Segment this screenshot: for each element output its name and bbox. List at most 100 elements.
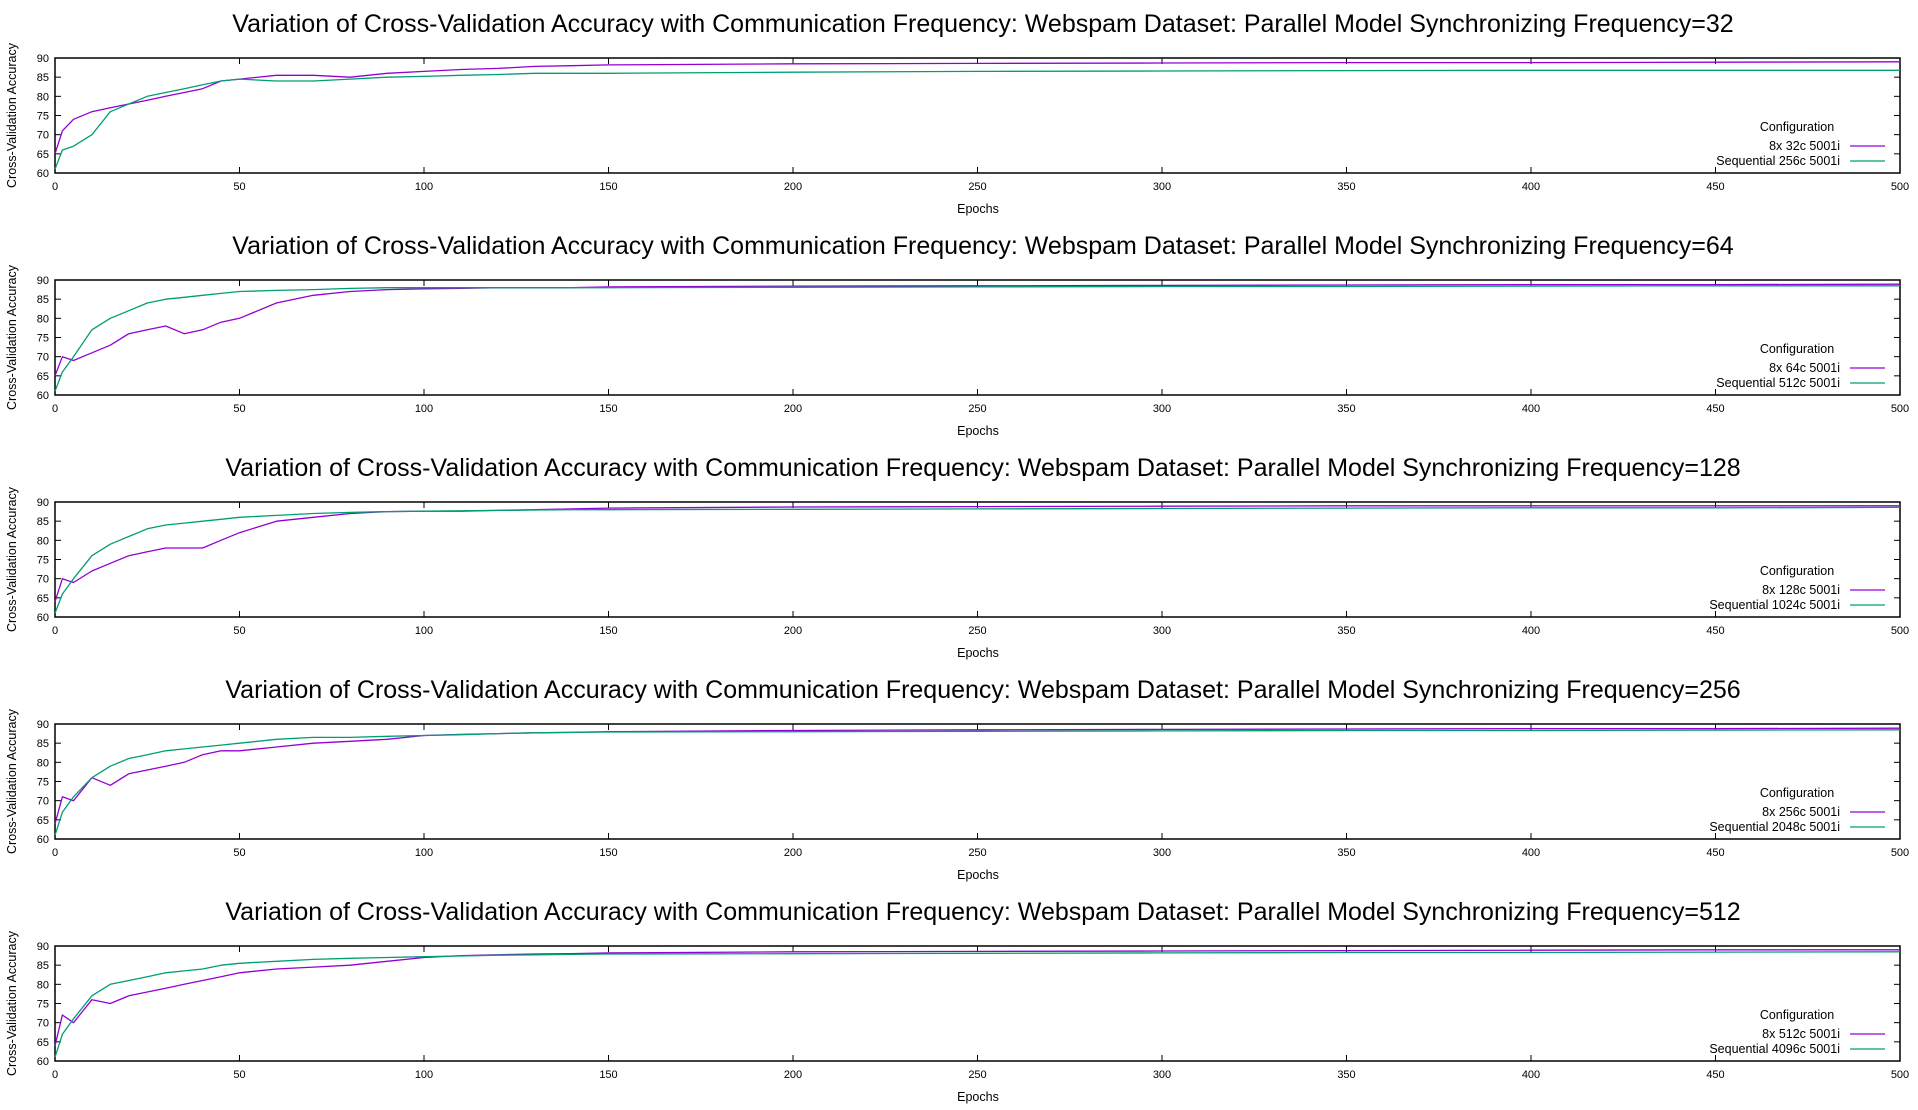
legend-entry-label: Sequential 256c 5001i: [1716, 154, 1840, 168]
x-tick-label: 150: [599, 847, 617, 859]
x-tick-label: 500: [1891, 1069, 1909, 1081]
x-tick-label: 50: [233, 403, 245, 415]
x-tick-label: 400: [1522, 625, 1540, 637]
y-tick-label: 85: [37, 516, 49, 528]
y-tick-label: 85: [37, 738, 49, 750]
y-tick-label: 75: [37, 111, 49, 123]
x-tick-label: 50: [233, 625, 245, 637]
x-axis-label: Epochs: [957, 202, 999, 216]
y-axis-label: Cross-Validation Accuracy: [5, 486, 19, 632]
y-tick-label: 80: [37, 757, 49, 769]
chart-svg: Variation of Cross-Validation Accuracy w…: [5, 10, 1909, 216]
plot-frame: [54, 945, 1901, 1062]
legend-title: Configuration: [1760, 120, 1834, 134]
x-tick-label: 350: [1337, 625, 1355, 637]
series-line-1: [54, 727, 1901, 824]
x-tick-label: 350: [1337, 1069, 1355, 1081]
y-tick-label: 60: [37, 390, 49, 402]
y-tick-label: 85: [37, 72, 49, 84]
series-line-1: [54, 61, 1901, 154]
plot-frame: [54, 501, 1901, 618]
x-tick-label: 450: [1706, 1069, 1724, 1081]
chart-panel: Variation of Cross-Validation Accuracy w…: [0, 444, 1918, 666]
series-line-1: [54, 505, 1900, 602]
y-tick-label: 90: [37, 719, 49, 731]
y-tick-label: 75: [37, 333, 49, 345]
legend-entry-label: 8x 32c 5001i: [1769, 139, 1840, 153]
x-tick-label: 500: [1891, 403, 1909, 415]
x-tick-label: 200: [784, 403, 802, 415]
x-tick-label: 0: [52, 625, 58, 637]
y-tick-label: 80: [37, 535, 49, 547]
x-tick-label: 450: [1706, 847, 1724, 859]
x-tick-label: 250: [968, 181, 986, 193]
x-tick-label: 150: [599, 625, 617, 637]
x-tick-label: 0: [52, 181, 58, 193]
legend-title: Configuration: [1760, 786, 1834, 800]
x-tick-label: 50: [233, 1069, 245, 1081]
y-tick-label: 90: [37, 275, 49, 287]
y-tick-label: 90: [37, 53, 49, 65]
y-tick-label: 70: [37, 352, 49, 364]
x-tick-label: 300: [1153, 181, 1171, 193]
y-tick-label: 85: [37, 294, 49, 306]
chart-title: Variation of Cross-Validation Accuracy w…: [232, 10, 1733, 38]
y-axis-label: Cross-Validation Accuracy: [5, 930, 19, 1076]
chart-panel: Variation of Cross-Validation Accuracy w…: [0, 222, 1918, 444]
x-tick-label: 300: [1153, 847, 1171, 859]
x-tick-label: 250: [968, 847, 986, 859]
y-tick-label: 60: [37, 612, 49, 624]
x-axis-label: Epochs: [957, 424, 999, 438]
y-tick-label: 70: [37, 1018, 49, 1030]
y-axis-label: Cross-Validation Accuracy: [5, 708, 19, 854]
x-tick-label: 400: [1522, 403, 1540, 415]
y-tick-label: 70: [37, 574, 49, 586]
legend-entry-label: Sequential 512c 5001i: [1716, 376, 1840, 390]
x-tick-label: 0: [52, 403, 58, 415]
legend-entry-label: 8x 128c 5001i: [1762, 583, 1840, 597]
y-tick-label: 80: [37, 979, 49, 991]
chart-title: Variation of Cross-Validation Accuracy w…: [225, 676, 1740, 704]
y-tick-label: 60: [37, 834, 49, 846]
x-tick-label: 300: [1153, 1069, 1171, 1081]
x-tick-label: 250: [968, 625, 986, 637]
x-tick-label: 200: [784, 1069, 802, 1081]
y-tick-label: 60: [37, 1056, 49, 1068]
x-tick-label: 300: [1153, 625, 1171, 637]
x-tick-label: 500: [1891, 847, 1909, 859]
chart-svg: Variation of Cross-Validation Accuracy w…: [5, 232, 1909, 438]
y-tick-label: 80: [37, 313, 49, 325]
y-tick-label: 60: [37, 168, 49, 180]
legend-title: Configuration: [1760, 342, 1834, 356]
y-tick-label: 65: [37, 1037, 49, 1049]
chart-panel: Variation of Cross-Validation Accuracy w…: [0, 0, 1918, 222]
legend-entry-label: 8x 64c 5001i: [1769, 361, 1840, 375]
x-tick-label: 0: [52, 1069, 58, 1081]
legend-entry-label: Sequential 2048c 5001i: [1709, 820, 1840, 834]
x-tick-label: 200: [784, 847, 802, 859]
plot-frame: [54, 57, 1901, 174]
x-tick-label: 350: [1337, 181, 1355, 193]
series-line-1: [54, 283, 1901, 377]
chart-title: Variation of Cross-Validation Accuracy w…: [225, 454, 1740, 482]
plot-frame: [54, 723, 1901, 840]
x-tick-label: 50: [233, 181, 245, 193]
x-tick-label: 150: [599, 181, 617, 193]
x-tick-label: 250: [968, 403, 986, 415]
series-line-2: [54, 951, 1901, 1058]
x-tick-label: 450: [1706, 403, 1724, 415]
y-tick-label: 65: [37, 149, 49, 161]
plot-frame: [54, 279, 1901, 396]
y-tick-label: 70: [37, 796, 49, 808]
x-tick-label: 100: [415, 847, 433, 859]
x-axis-label: Epochs: [957, 1090, 999, 1104]
x-tick-label: 50: [233, 847, 245, 859]
x-tick-label: 350: [1337, 847, 1355, 859]
chart-panel: Variation of Cross-Validation Accuracy w…: [0, 888, 1918, 1110]
x-axis-label: Epochs: [957, 646, 999, 660]
chart-panel: Variation of Cross-Validation Accuracy w…: [0, 666, 1918, 888]
y-tick-label: 65: [37, 371, 49, 383]
x-tick-label: 200: [784, 181, 802, 193]
x-tick-label: 150: [599, 1069, 617, 1081]
chart-svg: Variation of Cross-Validation Accuracy w…: [5, 676, 1909, 882]
